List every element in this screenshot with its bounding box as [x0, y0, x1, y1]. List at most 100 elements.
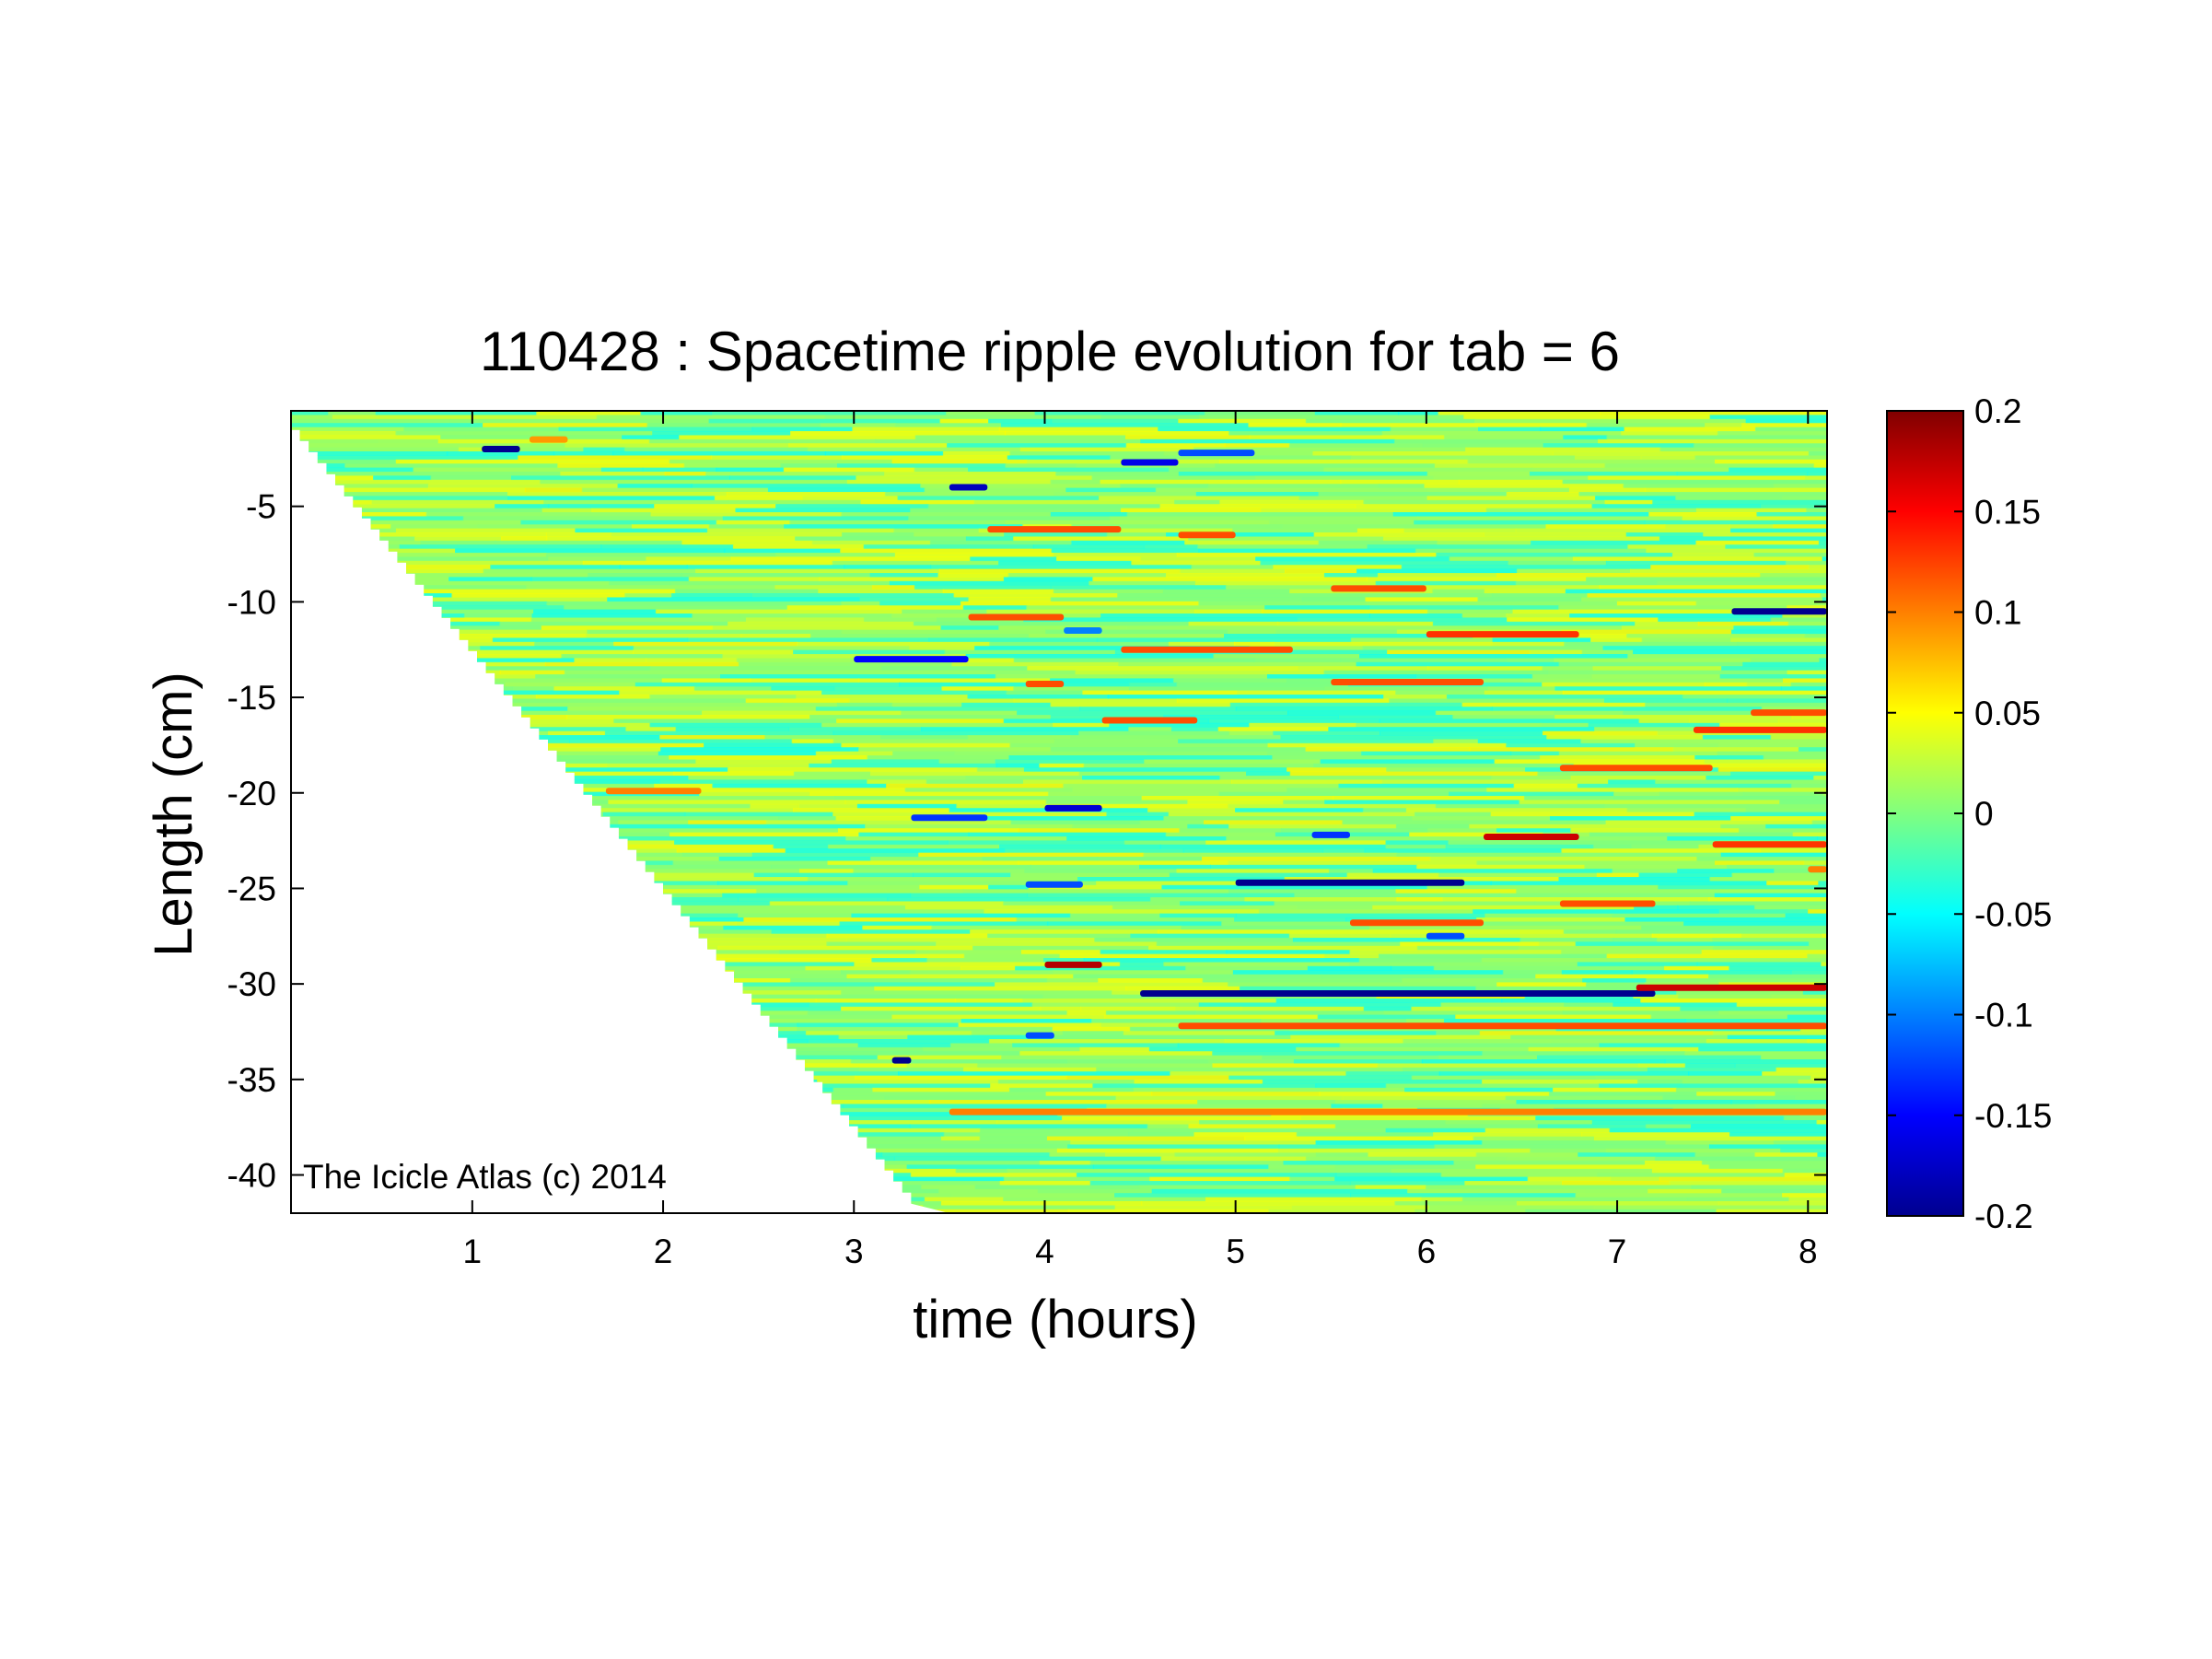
ripple-band	[674, 589, 820, 594]
ripple-band	[1321, 974, 1537, 979]
ripple-band	[889, 580, 1090, 586]
y-tick-label: -40	[227, 1157, 276, 1195]
ripple-band	[1516, 1100, 1732, 1104]
ripple-band	[518, 455, 713, 461]
ripple-band	[1644, 1161, 1703, 1165]
ripple-band	[751, 426, 854, 432]
ripple-band	[646, 1173, 912, 1178]
ripple-band	[963, 953, 1061, 959]
ripple-band	[813, 1071, 900, 1077]
ripple-band	[1696, 962, 1822, 967]
ripple-band	[929, 1100, 1198, 1104]
ripple-band	[1049, 1152, 1106, 1158]
ripple-band	[712, 783, 888, 789]
ripple-band	[669, 459, 893, 464]
ripple-feature	[1349, 919, 1484, 927]
ripple-band	[1484, 1127, 1611, 1133]
ripple-band	[960, 1019, 1092, 1023]
ripple-band	[1063, 783, 1340, 789]
ripple-band	[826, 941, 937, 947]
ripple-band	[1030, 864, 1141, 870]
ripple-band	[410, 1039, 583, 1044]
ripple-band	[739, 1006, 842, 1011]
ripple-band	[1592, 666, 1723, 672]
ripple-band	[1414, 1209, 1527, 1213]
ripple-band	[291, 637, 494, 643]
ripple-band	[291, 796, 472, 800]
ripple-band	[1416, 945, 1519, 951]
ripple-band	[1808, 451, 1827, 456]
ripple-band	[1496, 573, 1761, 578]
ripple-band	[441, 715, 567, 719]
ripple-band	[1069, 913, 1161, 918]
colorbar-tick-label: 0.05	[1974, 695, 2041, 732]
ripple-band	[967, 695, 1109, 699]
ripple-band	[1461, 702, 1647, 707]
ripple-band	[291, 536, 363, 542]
ripple-band	[1218, 459, 1469, 464]
ripple-band	[291, 707, 471, 712]
ripple-band	[947, 840, 1125, 846]
ripple-band	[291, 573, 391, 578]
ripple-band	[1494, 759, 1705, 765]
ripple-band	[960, 965, 1017, 971]
ripple-band	[511, 702, 784, 707]
ripple-band	[407, 742, 453, 748]
ripple-band	[816, 1080, 999, 1084]
ripple-band	[1160, 1156, 1307, 1162]
ripple-band	[913, 872, 1012, 878]
ripple-band	[291, 820, 352, 825]
ripple-band	[1217, 727, 1330, 732]
ripple-band	[1070, 735, 1282, 740]
ripple-band	[291, 646, 482, 651]
ripple-band	[1568, 487, 1647, 493]
ripple-band	[482, 423, 648, 428]
ripple-band	[291, 1205, 457, 1210]
ripple-band	[1641, 637, 1732, 643]
ripple-band	[826, 933, 988, 939]
ripple-band	[1147, 751, 1269, 756]
ripple-band	[1492, 593, 1589, 598]
ripple-band	[1125, 443, 1226, 449]
ripple-band	[609, 580, 671, 586]
ripple-band	[1586, 982, 1646, 987]
ripple-band	[767, 487, 926, 493]
ripple-band	[451, 1197, 491, 1202]
ripple-band	[582, 560, 833, 566]
ripple-band	[390, 836, 571, 841]
ripple-band	[1227, 803, 1437, 809]
ripple-band	[600, 467, 644, 473]
ripple-band	[378, 1014, 501, 1020]
ripple-band	[856, 803, 958, 809]
ripple-band	[391, 990, 564, 996]
ripple-band	[1694, 812, 1827, 817]
ripple-band	[945, 816, 1165, 821]
ripple-band	[824, 451, 944, 456]
ripple-band	[774, 1176, 1005, 1182]
ripple-band	[1552, 451, 1810, 456]
ripple-band	[595, 1083, 777, 1089]
ripple-band	[357, 852, 404, 858]
ripple-band	[847, 881, 1098, 886]
ripple-band	[1718, 1011, 1827, 1016]
ripple-band	[1717, 1201, 1827, 1206]
ripple-band	[790, 431, 1006, 436]
ripple-band	[399, 544, 602, 550]
ripple-band	[1315, 1083, 1387, 1089]
ripple-band	[1818, 540, 1827, 545]
ripple-band	[1313, 532, 1484, 537]
ripple-band	[332, 678, 422, 683]
ripple-band	[1386, 649, 1531, 655]
ripple-band	[1249, 435, 1445, 440]
ripple-band	[1288, 443, 1424, 449]
ripple-band	[521, 1080, 612, 1084]
ripple-band	[1438, 411, 1601, 415]
ripple-band	[786, 605, 964, 611]
ripple-band	[562, 990, 695, 996]
ripple-band	[1070, 803, 1228, 809]
ripple-feature	[949, 1108, 1827, 1116]
ripple-band	[1385, 1127, 1486, 1133]
ripple-band	[1615, 929, 1827, 935]
plot-frame	[290, 410, 1828, 1214]
ripple-band	[944, 649, 1116, 655]
